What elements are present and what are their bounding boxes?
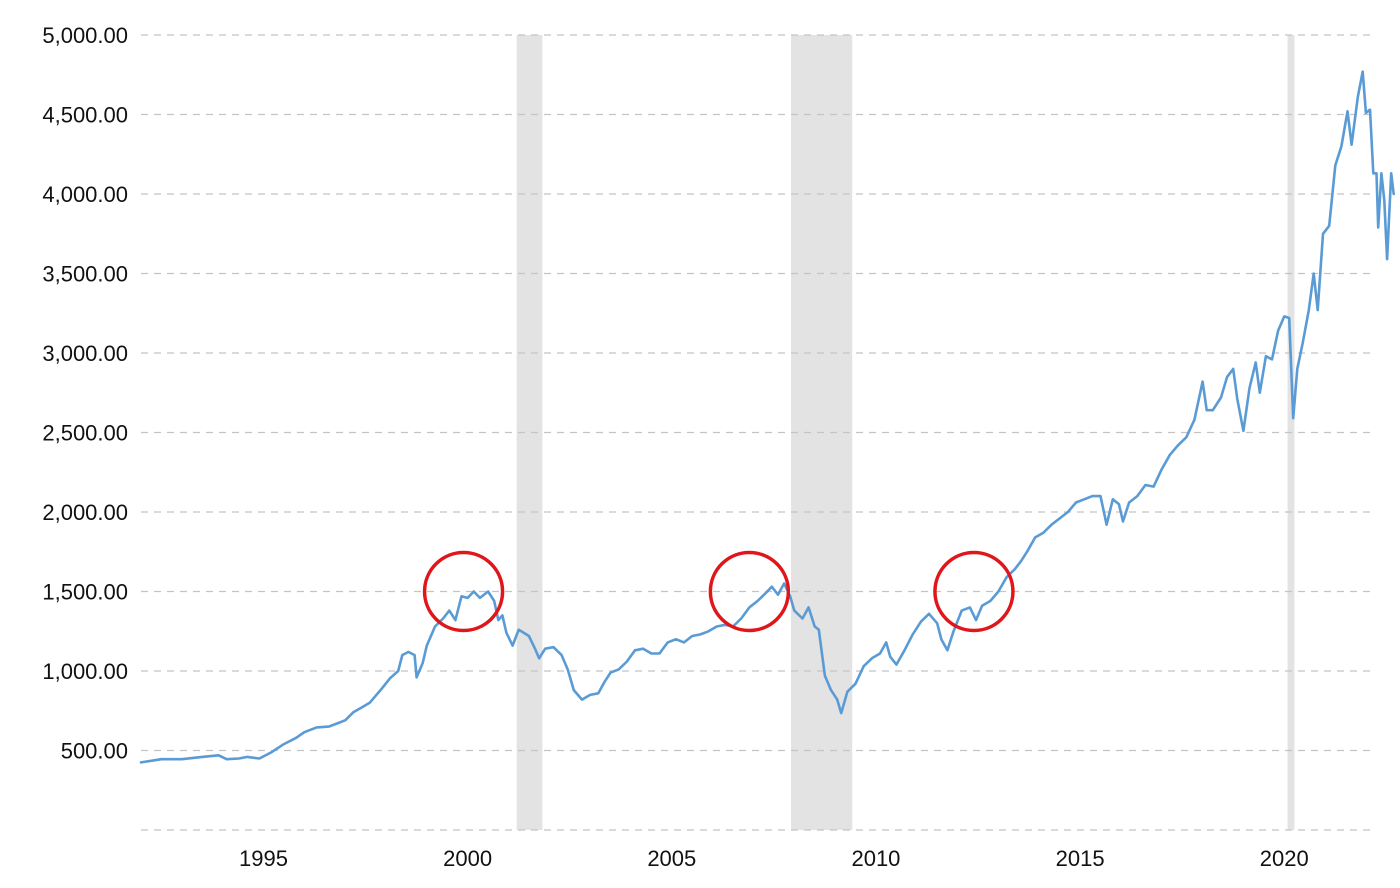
y-tick-label: 4,500.00 (42, 103, 128, 128)
highlight-circle (933, 550, 1015, 633)
y-tick-label: 2,000.00 (42, 500, 128, 525)
x-tick-label: 2005 (647, 846, 696, 871)
x-tick-label: 2000 (443, 846, 492, 871)
y-tick-label: 4,000.00 (42, 182, 128, 207)
highlight-circle (422, 550, 505, 633)
y-tick-label: 3,000.00 (42, 341, 128, 366)
x-tick-label: 2010 (851, 846, 900, 871)
x-tick-label: 2015 (1056, 846, 1105, 871)
series-line (139, 70, 1395, 764)
x-tick-label: 1995 (239, 846, 288, 871)
y-tick-label: 1,500.00 (42, 580, 128, 605)
x-tick-label: 2020 (1260, 846, 1309, 871)
x-axis-labels: 1995 2000 2005 2010 2015 2020 (239, 846, 1309, 871)
y-axis-labels: 500.00 1,000.00 1,500.00 2,000.00 2,500.00 3,… (42, 23, 128, 764)
y-tick-label: 2,500.00 (42, 421, 128, 446)
y-tick-label: 5,000.00 (42, 23, 128, 48)
gridlines (141, 34, 1370, 831)
highlight-circle (708, 550, 791, 633)
recession-bands (516, 35, 1295, 830)
highlight-circles (422, 550, 1015, 633)
y-tick-label: 500.00 (61, 739, 128, 764)
y-tick-label: 3,500.00 (42, 262, 128, 287)
series-layer (139, 70, 1395, 764)
y-tick-label: 1,000.00 (42, 659, 128, 684)
